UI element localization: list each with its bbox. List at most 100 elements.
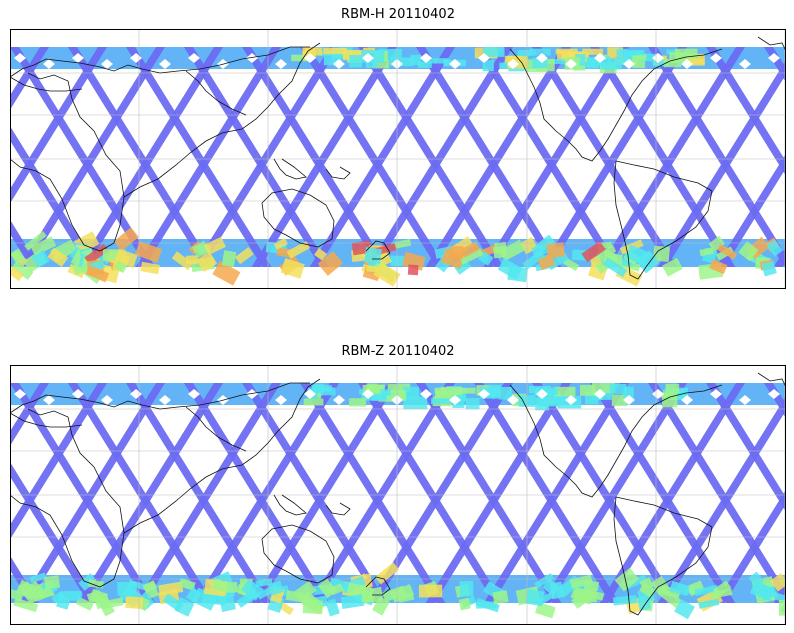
data-gap — [565, 395, 577, 405]
north-intensity-cell — [323, 47, 347, 55]
south-intensity-cell — [13, 597, 39, 613]
data-gap — [536, 53, 548, 63]
south-intensity-cell — [766, 239, 783, 257]
south-intensity-cell — [134, 241, 163, 263]
data-gap — [362, 53, 374, 63]
south-intensity-cell — [535, 234, 555, 253]
south-intensity-cell — [475, 598, 500, 613]
south-intensity-cell — [612, 594, 638, 606]
south-intensity-cell — [569, 574, 593, 589]
south-intensity-cell — [140, 261, 160, 275]
data-gap — [333, 59, 345, 69]
south-intensity-cell — [302, 599, 323, 615]
data-gap — [507, 59, 519, 69]
south-intensity-cell — [88, 579, 104, 589]
south-intensity-cell — [366, 265, 378, 273]
north-intensity-cell — [671, 393, 689, 400]
north-intensity-cell — [315, 387, 336, 396]
orbit-swath-descending — [193, 383, 339, 603]
south-intensity-cell — [218, 593, 236, 612]
north-intensity-cell — [417, 61, 432, 68]
north-intensity-cell — [561, 51, 583, 61]
orbit-swath-descending — [541, 383, 687, 603]
data-gap — [594, 53, 606, 63]
north-intensity-cell — [440, 386, 463, 396]
south-intensity-cell — [113, 227, 139, 252]
coastline-layer — [10, 372, 786, 616]
orbit-swath-descending — [367, 383, 513, 603]
south-intensity-cell — [363, 246, 382, 265]
south-intensity-cell — [211, 578, 230, 593]
south-intensity-cell — [101, 597, 124, 610]
south-intensity-cell — [669, 580, 690, 597]
data-gap — [768, 389, 780, 399]
coastline — [509, 48, 723, 162]
north-intensity-cell — [596, 56, 611, 67]
south-intensity-cell — [325, 598, 340, 617]
south-intensity-cell — [373, 262, 401, 287]
coastline — [325, 166, 351, 180]
south-intensity-cell — [142, 580, 158, 594]
south-intensity-cell — [185, 587, 203, 604]
north-intensity-cell — [452, 395, 467, 402]
data-gap — [101, 395, 113, 405]
data-gap — [246, 53, 258, 63]
south-intensity-cell — [185, 255, 198, 265]
orbit-swath-descending — [599, 383, 745, 603]
north-intensity-cell — [600, 61, 622, 70]
coastline — [261, 524, 335, 584]
orbit-swath-descending — [309, 47, 455, 267]
south-intensity-cell — [285, 590, 309, 604]
south-intensity-cell — [448, 245, 464, 260]
coastline — [365, 240, 391, 260]
north-intensity-cell — [609, 383, 627, 394]
south-intensity-cell — [10, 248, 26, 265]
data-gap — [710, 389, 722, 399]
data-gap — [362, 389, 374, 399]
coastline — [261, 188, 335, 248]
north-intensity-cell — [685, 58, 705, 65]
south-intensity-cell — [196, 251, 218, 272]
data-gap — [681, 59, 693, 69]
data-gap — [188, 389, 200, 399]
south-intensity-cell — [31, 249, 50, 268]
orbit-swath-descending — [77, 383, 223, 603]
north-intensity-cell — [482, 47, 505, 57]
south-intensity-cell — [738, 241, 759, 262]
south-intensity-cell — [699, 247, 714, 257]
north-intensity-cell — [403, 386, 419, 400]
south-intensity-cell — [397, 592, 415, 603]
south-intensity-cell — [713, 580, 732, 598]
north-intensity-cell — [349, 54, 362, 68]
orbit-swath-descending — [657, 59, 786, 267]
data-gap — [652, 53, 664, 63]
south-intensity-cell — [542, 578, 561, 597]
data-gap — [681, 395, 693, 405]
south-intensity-cell — [21, 580, 46, 605]
north-intensity-cell — [371, 393, 385, 401]
north-intensity-cell — [380, 389, 391, 396]
south-intensity-cell — [11, 260, 34, 280]
coastline — [273, 158, 307, 180]
north-intensity-cell — [611, 394, 627, 407]
north-intensity-cell — [517, 49, 531, 57]
north-intensity-cell — [436, 391, 458, 397]
data-gap — [304, 389, 316, 399]
north-intensity-cell — [372, 59, 390, 69]
south-intensity-cell — [60, 590, 82, 601]
south-intensity-cell — [212, 260, 241, 286]
north-intensity-cell — [529, 48, 551, 56]
data-gap — [768, 53, 780, 63]
south-intensity-cell — [125, 596, 144, 610]
orbit-swath-descending — [77, 47, 223, 267]
north-intensity-cell — [349, 398, 367, 407]
coastline — [613, 496, 713, 616]
data-gap — [449, 59, 461, 69]
south-intensity-cell — [492, 246, 507, 259]
orbit-swath-descending — [483, 47, 629, 267]
orbit-swath-descending — [10, 47, 107, 204]
coastline — [10, 408, 125, 588]
data-gap — [420, 389, 432, 399]
data-gap — [420, 53, 432, 63]
north-intensity-cell — [532, 57, 548, 69]
